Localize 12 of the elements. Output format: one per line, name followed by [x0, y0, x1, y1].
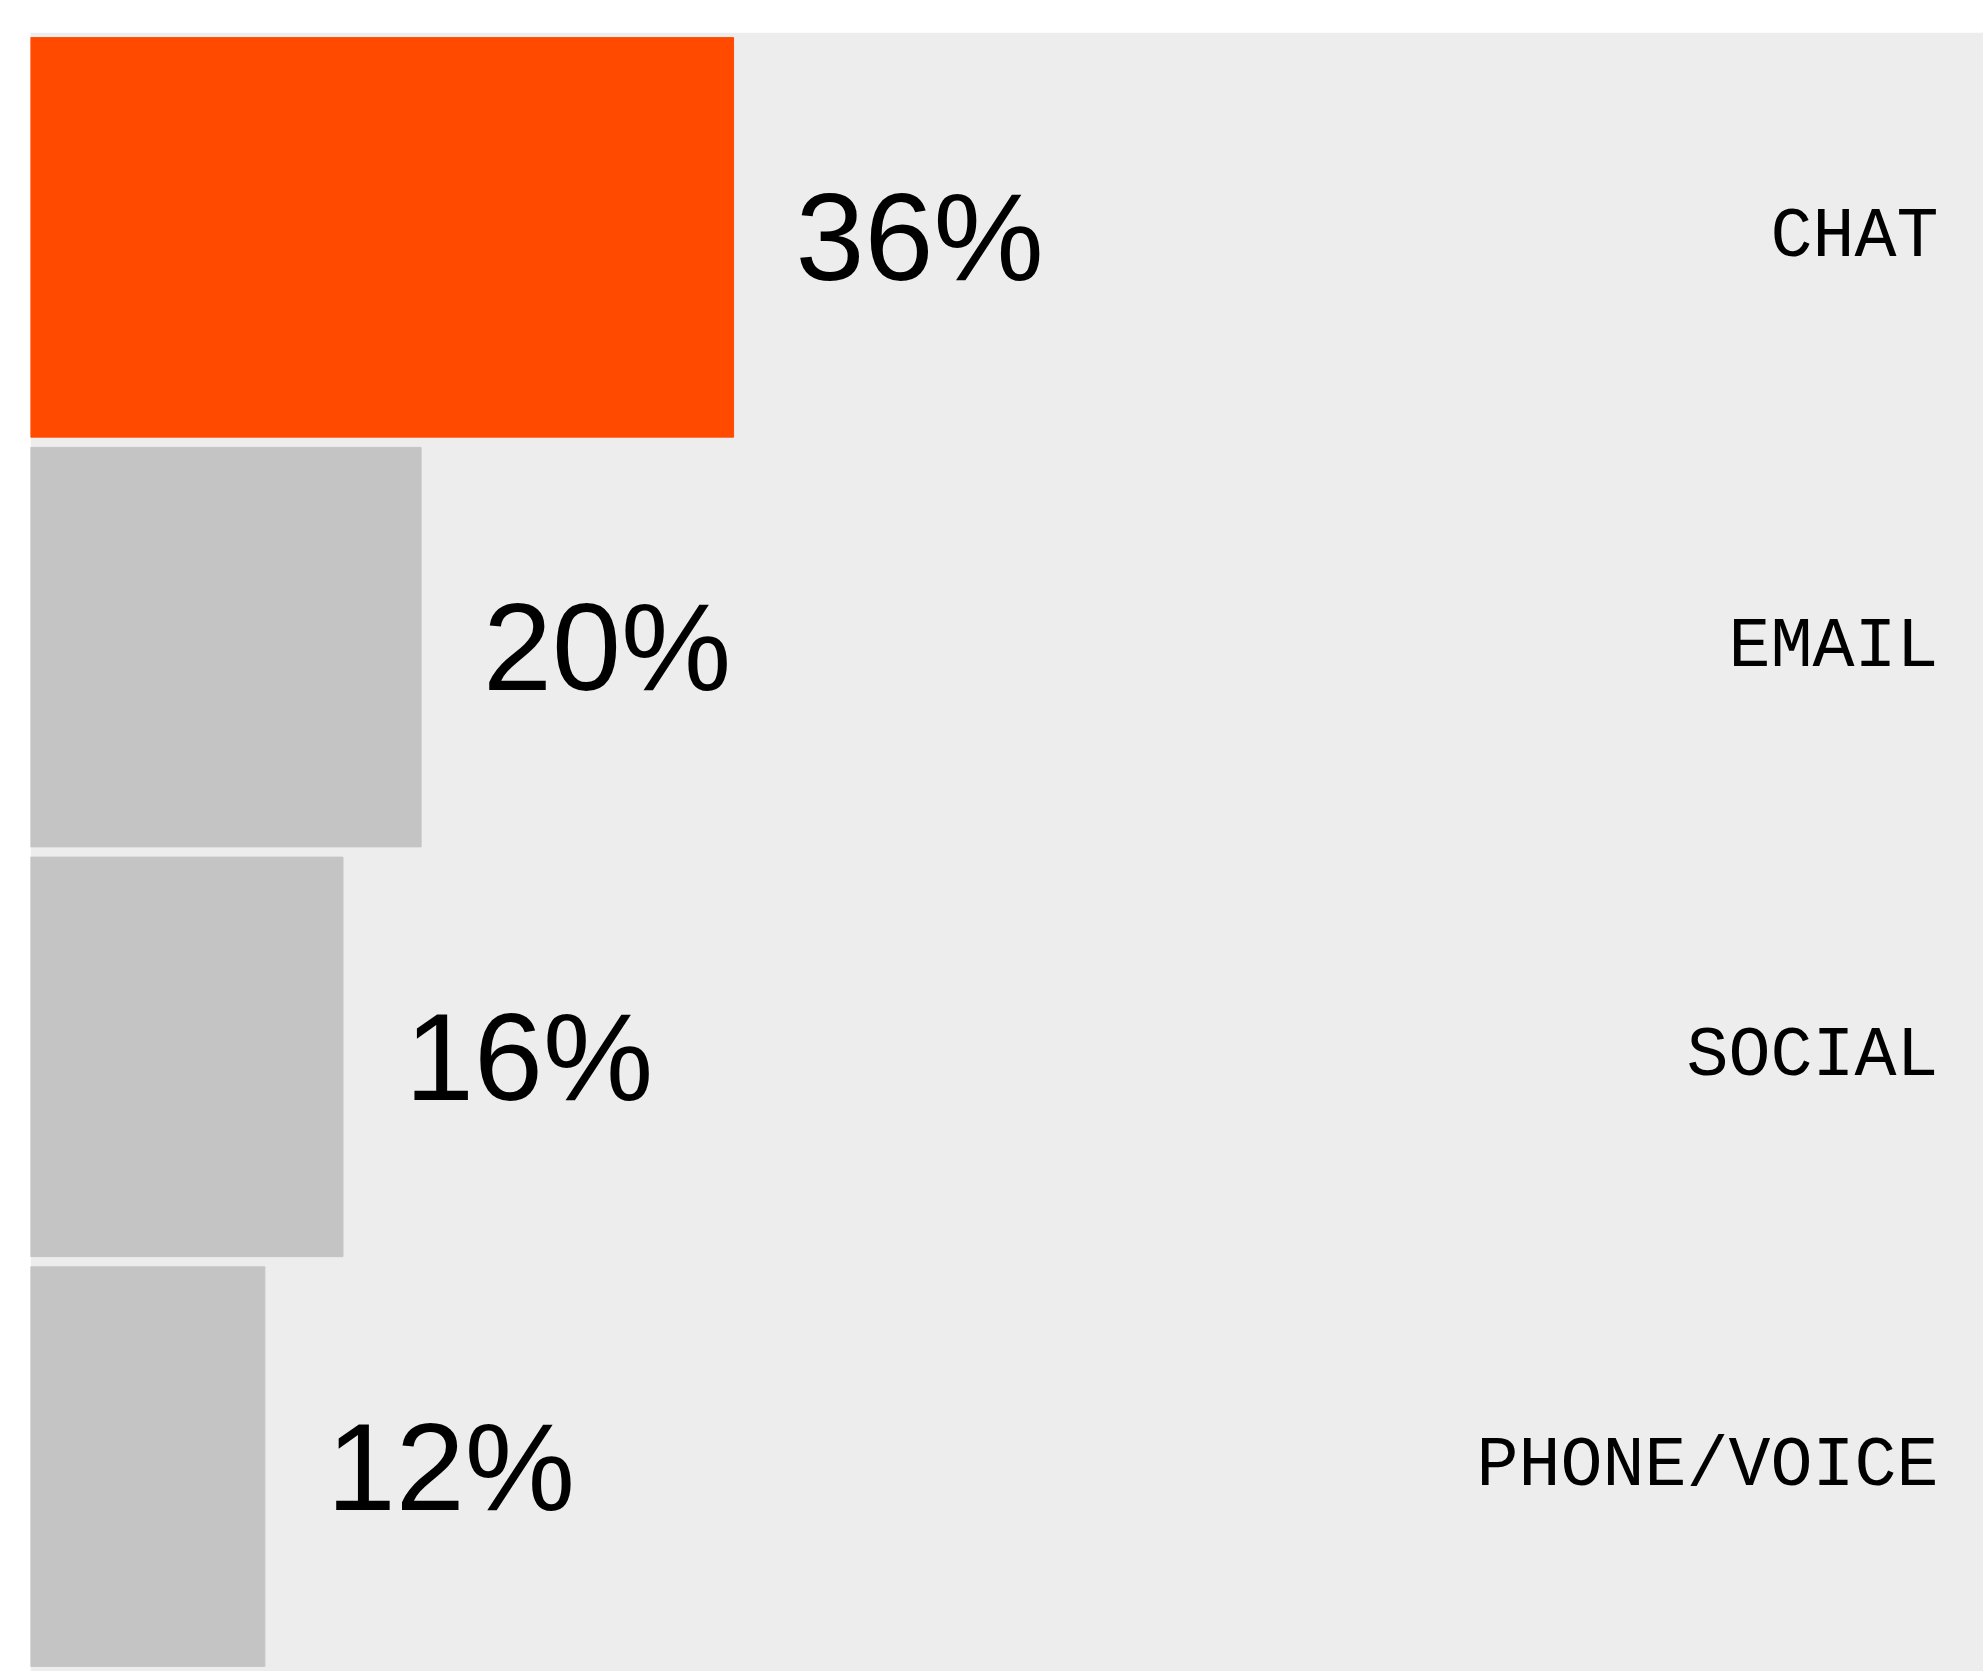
y-tick-label: SOCIAL [1686, 1017, 1939, 1097]
bar [30, 37, 735, 438]
data-label: 12% [326, 1397, 576, 1536]
bar [30, 1266, 266, 1667]
data-label: 20% [483, 578, 732, 717]
bar [30, 856, 344, 1258]
y-tick-label: CHAT [1770, 197, 1939, 277]
y-tick-label: PHONE/VOICE [1476, 1427, 1939, 1507]
data-label: 36% [795, 168, 1044, 307]
data-label: 16% [404, 987, 654, 1126]
y-tick-label: EMAIL [1728, 607, 1939, 687]
bar [30, 446, 422, 848]
